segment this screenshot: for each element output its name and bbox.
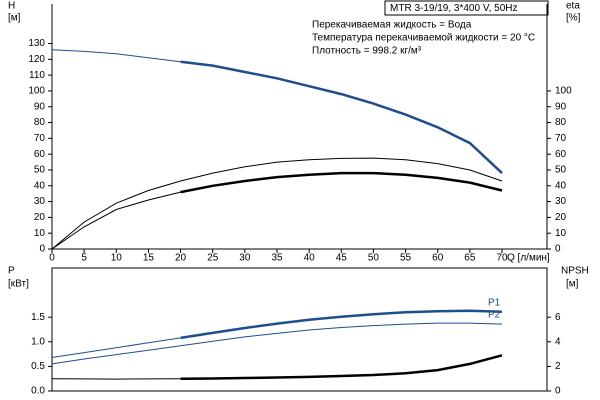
y2-tick-label: 30 <box>555 196 567 207</box>
y2-tick-label: 40 <box>555 180 567 191</box>
series-label: P1 <box>488 297 501 308</box>
x-tick-label: 5 <box>81 253 87 264</box>
y-tick-label: 110 <box>29 70 45 81</box>
y-tick-label: 30 <box>34 196 46 207</box>
x-tick-label: 35 <box>271 253 283 264</box>
y-tick-label: 120 <box>28 54 45 65</box>
x-tick-label: 40 <box>304 253 316 264</box>
series-line <box>51 157 503 250</box>
series-line <box>180 171 503 194</box>
y2-tick-label: 0 <box>555 386 561 397</box>
y-label-unit: [м] <box>8 13 21 24</box>
chart-title: MTR 3-19/19, 3*400 V, 50Hz <box>390 3 517 14</box>
plot-frame <box>51 267 548 392</box>
x-tick-label: 45 <box>336 253 348 264</box>
annotation: Температура перекачиваемой жидкости = 20… <box>312 33 535 44</box>
x-tick-label: 60 <box>432 253 444 264</box>
series-line <box>180 60 503 175</box>
series-line <box>180 309 503 340</box>
y-tick-label: 60 <box>34 149 46 160</box>
y2-label-unit: [%] <box>566 13 581 24</box>
y2-tick-label: 6 <box>555 312 561 323</box>
y2-tick-label: 80 <box>555 117 567 128</box>
y2-tick-label: 60 <box>555 149 567 160</box>
x-tick-label: 25 <box>207 253 219 264</box>
series-line <box>51 191 181 250</box>
y-tick-label: 90 <box>34 101 46 112</box>
x-tick-label: 70 <box>496 253 508 264</box>
x-tick-label: 65 <box>464 253 476 264</box>
series-line <box>51 49 181 63</box>
y-tick-label: 70 <box>34 133 46 144</box>
y-tick-label: 1.0 <box>31 336 45 347</box>
y-tick-label: 100 <box>28 86 45 97</box>
y2-label: NPSH <box>561 266 589 277</box>
y2-label-unit: [м] <box>566 279 579 290</box>
y2-tick-label: 90 <box>555 101 567 112</box>
series-line <box>180 354 503 380</box>
x-tick-label: 50 <box>368 253 380 264</box>
series-label: P2 <box>488 310 501 321</box>
y2-tick-label: 0 <box>555 244 561 255</box>
y-tick-label: 80 <box>34 117 46 128</box>
y-tick-label: 0.5 <box>31 361 45 372</box>
series-line <box>51 322 503 365</box>
y2-tick-label: 50 <box>555 165 567 176</box>
annotation: Перекачиваемая жидкость = Вода <box>312 20 472 31</box>
y-tick-label: 0.0 <box>31 386 45 397</box>
y-tick-label: 0 <box>39 244 45 255</box>
y-tick-label: 10 <box>34 228 46 239</box>
y2-tick-label: 100 <box>555 86 572 97</box>
y-tick-label: 20 <box>34 212 46 223</box>
x-tick-label: 0 <box>49 253 55 264</box>
y2-tick-label: 4 <box>555 336 561 347</box>
y-tick-label: 1.5 <box>31 312 45 323</box>
annotation: Плотность = 998.2 кг/м³ <box>312 46 422 57</box>
series-line <box>51 337 181 358</box>
x-tick-label: 10 <box>111 253 123 264</box>
y-label: P <box>8 266 15 277</box>
x-tick-label: 30 <box>239 253 251 264</box>
y-tick-label: 50 <box>34 165 46 176</box>
y-tick-label: 40 <box>34 180 46 191</box>
y-label-unit: [кВт] <box>8 279 29 290</box>
x-label: Q [л/мин] <box>507 253 550 264</box>
x-tick-label: 15 <box>143 253 155 264</box>
x-tick-label: 20 <box>175 253 187 264</box>
y2-tick-label: 20 <box>555 212 567 223</box>
y2-tick-label: 70 <box>555 133 567 144</box>
y-tick-label: 130 <box>28 38 45 49</box>
title-box <box>384 0 549 16</box>
y2-tick-label: 2 <box>555 361 561 372</box>
y2-label: eta <box>566 1 580 12</box>
x-tick-label: 55 <box>400 253 412 264</box>
y-label: H <box>8 1 15 12</box>
y2-tick-label: 10 <box>555 228 567 239</box>
